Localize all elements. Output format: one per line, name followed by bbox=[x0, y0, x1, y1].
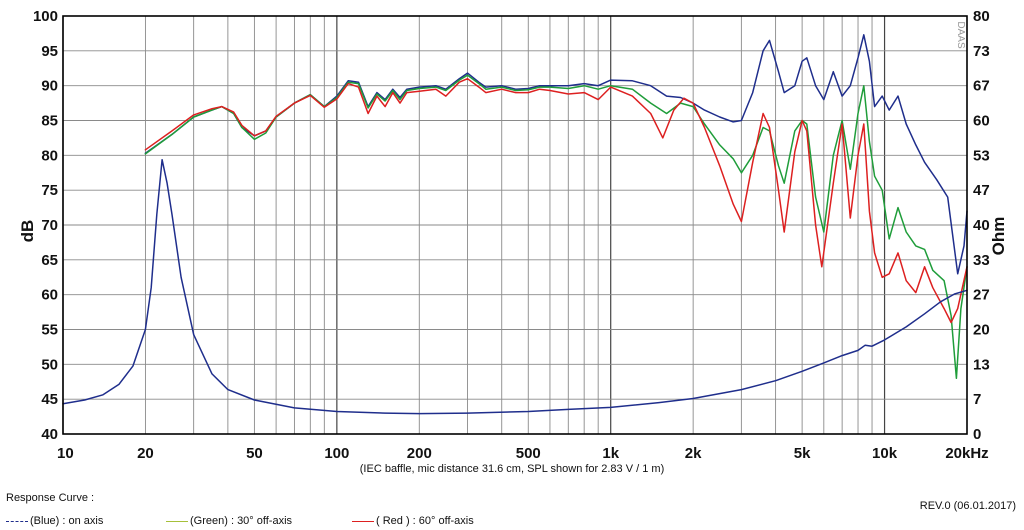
legend-label-blue: (Blue) : on axis bbox=[30, 515, 104, 527]
x-tick-label: 1k bbox=[602, 445, 619, 462]
series-line-red-60deg bbox=[144, 77, 968, 324]
y-right-tick-label: 47 bbox=[973, 182, 990, 199]
revision-label: REV.0 (06.01.2017) bbox=[919, 500, 1016, 512]
y-left-axis-title: dB bbox=[18, 220, 37, 243]
watermark-text: DAAS bbox=[955, 21, 966, 49]
y-left-tick-label: 85 bbox=[41, 113, 58, 130]
legend-item-blue: (Blue) : on axis bbox=[6, 515, 103, 527]
frequency-response-chart: 40 45 50 55 60 65 70 75 80 85 90 95 100 0 7 13 20 27 33 40… bbox=[0, 0, 1024, 490]
plot-background bbox=[0, 0, 1024, 490]
y-right-tick-label: 0 bbox=[973, 426, 981, 443]
plot-frame bbox=[62, 15, 968, 435]
y-right-tick-label: 53 bbox=[973, 147, 990, 164]
legend-swatch-green bbox=[166, 520, 188, 522]
x-tick-label: 20 bbox=[137, 445, 154, 462]
legend-title: Response Curve : bbox=[6, 492, 95, 504]
y-left-tick-label: 75 bbox=[41, 182, 58, 199]
y-left-tick-label: 55 bbox=[41, 322, 58, 339]
x-tick-label: 2k bbox=[685, 445, 702, 462]
left-tick-labels: 40 45 50 55 60 65 70 75 80 85 90 95 100 bbox=[33, 8, 58, 443]
y-left-tick-label: 45 bbox=[41, 391, 58, 408]
y-left-tick-label: 100 bbox=[33, 8, 58, 25]
series-line-green-30deg bbox=[144, 74, 968, 380]
x-tick-label: 20kHz bbox=[945, 445, 988, 462]
x-tick-label: 500 bbox=[516, 445, 541, 462]
right-tick-labels: 0 7 13 20 27 33 40 47 53 60 67 73 80 bbox=[973, 8, 990, 443]
y-left-tick-label: 65 bbox=[41, 252, 58, 269]
measurement-note: (IEC baffle, mic distance 31.6 cm, SPL s… bbox=[360, 463, 664, 475]
legend-label-red: ( Red ) : 60° off-axis bbox=[376, 515, 474, 527]
y-left-tick-label: 70 bbox=[41, 217, 58, 234]
legend-label-green: (Green) : 30° off-axis bbox=[190, 515, 293, 527]
legend-item-red: ( Red ) : 60° off-axis bbox=[352, 515, 474, 527]
series-line-impedance bbox=[62, 158, 968, 415]
legend-item-green: (Green) : 30° off-axis bbox=[166, 515, 292, 527]
x-tick-label: 5k bbox=[794, 445, 811, 462]
y-right-tick-label: 20 bbox=[973, 322, 990, 339]
y-right-tick-label: 7 bbox=[973, 391, 981, 408]
y-right-tick-label: 80 bbox=[973, 8, 990, 25]
y-right-tick-label: 33 bbox=[973, 252, 990, 269]
y-right-axis-title: Ohm bbox=[989, 217, 1008, 256]
y-right-tick-label: 60 bbox=[973, 113, 990, 130]
x-tick-labels: 10 20 50 100 200 500 1k 2k 5k 10k 20kHz bbox=[57, 445, 989, 462]
y-right-tick-label: 27 bbox=[973, 287, 990, 304]
y-left-tick-label: 90 bbox=[41, 78, 58, 95]
y-right-tick-label: 13 bbox=[973, 356, 990, 373]
x-tick-label: 100 bbox=[324, 445, 349, 462]
y-left-tick-label: 50 bbox=[41, 356, 58, 373]
y-right-tick-label: 40 bbox=[973, 217, 990, 234]
y-right-tick-label: 67 bbox=[973, 78, 990, 95]
y-left-tick-label: 40 bbox=[41, 426, 58, 443]
y-left-tick-label: 95 bbox=[41, 43, 58, 60]
y-left-tick-label: 60 bbox=[41, 287, 58, 304]
y-left-tick-label: 80 bbox=[41, 147, 58, 164]
series-layer bbox=[62, 34, 968, 415]
x-tick-label: 10 bbox=[57, 445, 74, 462]
y-right-tick-label: 73 bbox=[973, 43, 990, 60]
x-tick-label: 200 bbox=[407, 445, 432, 462]
legend-swatch-red bbox=[352, 520, 374, 522]
x-tick-label: 10k bbox=[872, 445, 898, 462]
x-tick-label: 50 bbox=[246, 445, 263, 462]
legend-swatch-blue bbox=[6, 520, 28, 522]
